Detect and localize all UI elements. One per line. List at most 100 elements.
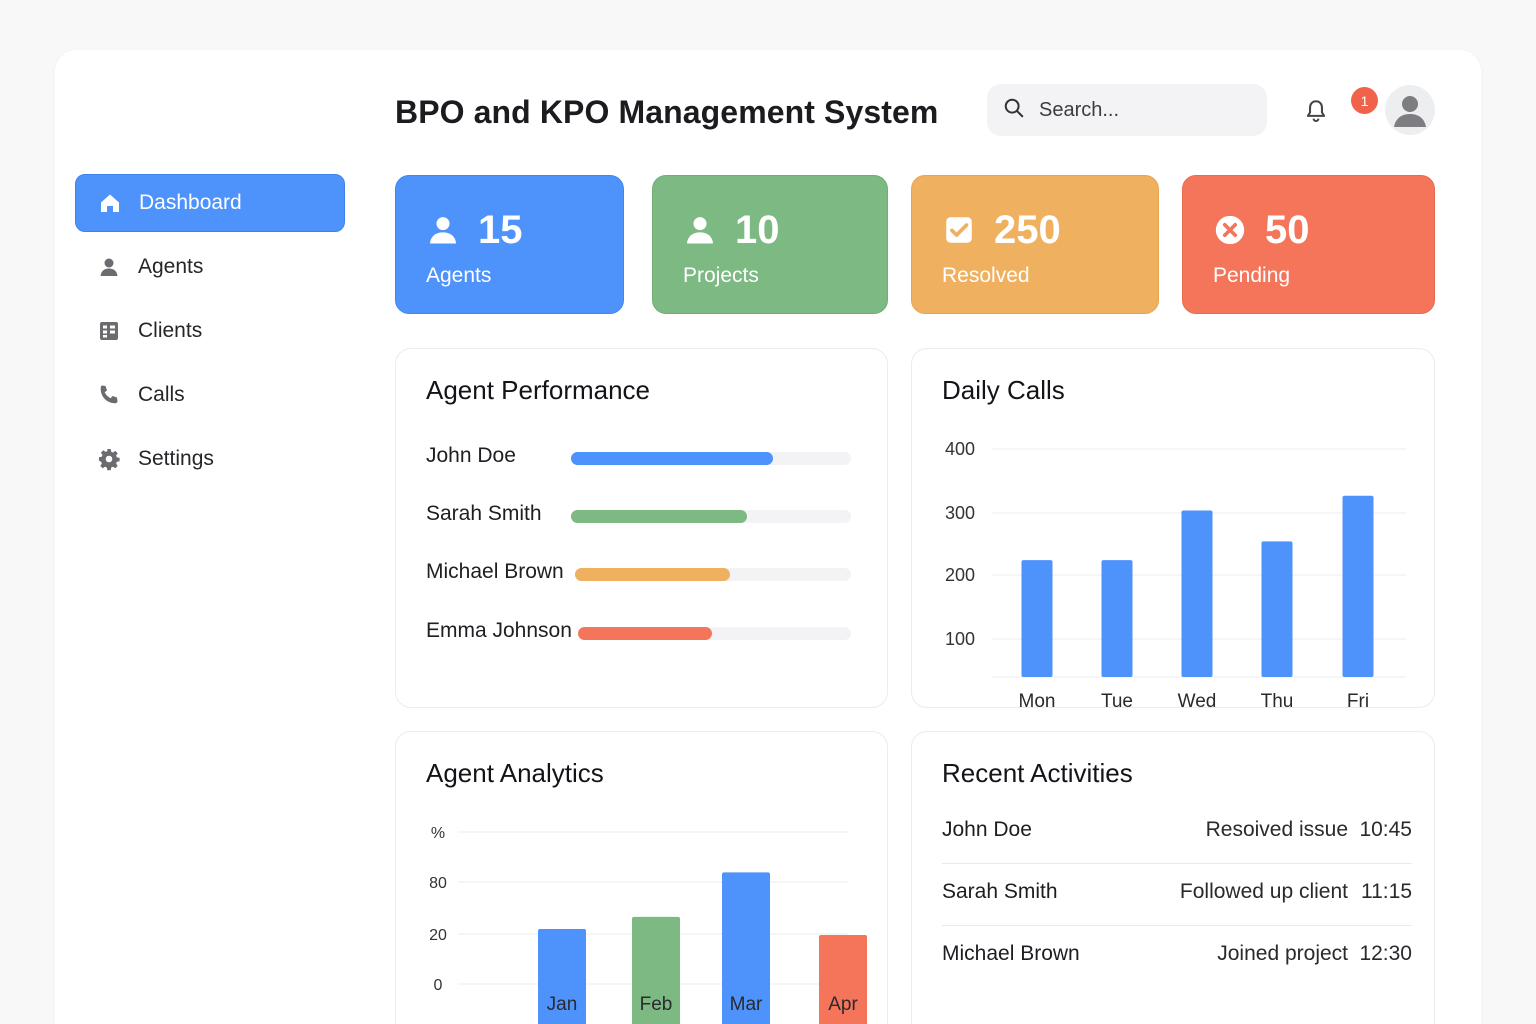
bar[interactable]: [1261, 541, 1293, 677]
sidebar-item-label: Calls: [138, 383, 185, 406]
user-icon: [683, 213, 717, 247]
agent-analytics-chart: 0 20 80% Jan Feb Mar Apr: [429, 825, 867, 1024]
agent-name: Michael Brown: [426, 560, 564, 583]
y-tick-label: 0: [434, 977, 443, 994]
x-tick-label: Thu: [1261, 691, 1294, 709]
app-window: BPO and KPO Management System 1 Dashboar…: [55, 50, 1481, 1024]
bar[interactable]: [819, 935, 867, 1024]
building-icon: [97, 319, 121, 343]
y-tick-label: 100: [945, 629, 975, 649]
stat-card-resolved[interactable]: 250 Resolved: [911, 175, 1159, 314]
activity-action: Resoived issue: [1205, 818, 1348, 841]
x-tick-label: Apr: [828, 994, 858, 1015]
search-icon: [1003, 97, 1025, 124]
activity-time: 12:30: [1359, 942, 1412, 965]
bar[interactable]: [1181, 510, 1213, 677]
progress-fill: [571, 452, 773, 465]
panel-title: Daily Calls: [942, 375, 1065, 405]
panel-title: Recent Activities: [942, 758, 1133, 788]
x-tick-label: Mar: [730, 994, 763, 1015]
activity-time: 11:15: [1361, 880, 1412, 903]
activity-agent: Michael Brown: [942, 942, 1080, 965]
agent-performance-panel: Agent Performance John Doe Sarah Smith M…: [395, 348, 888, 708]
panel-title: Agent Performance: [426, 375, 651, 405]
stat-label: Resolved: [942, 264, 1030, 287]
notification-badge: 1: [1351, 87, 1378, 114]
sidebar-item-calls[interactable]: Calls: [75, 366, 345, 424]
x-circle-icon: [1213, 213, 1247, 247]
page-title: BPO and KPO Management System: [395, 94, 939, 130]
search-input[interactable]: [1039, 98, 1239, 122]
home-icon: [98, 191, 122, 215]
daily-calls-chart: 100 200 300 400 Mon Tue Wed Thu Fri: [945, 439, 1406, 709]
agent-analytics-panel: Agent Analytics 0 20 80% Jan Feb Mar Apr: [395, 731, 888, 1024]
panel-title: Agent Analytics: [426, 758, 604, 788]
activity-row[interactable]: Michael Brown Joined project 12:30: [942, 926, 1412, 988]
activity-action: Followed up client: [1179, 880, 1348, 903]
sidebar-item-clients[interactable]: Clients: [75, 302, 345, 360]
sidebar-item-label: Dashboard: [139, 191, 242, 214]
performance-row: Sarah Smith: [426, 502, 856, 532]
stat-value: 10: [735, 207, 780, 252]
performance-row: John Doe: [426, 444, 856, 474]
stat-card-agents[interactable]: 15 Agents: [395, 175, 624, 314]
phone-icon: [97, 383, 121, 407]
progress-fill: [571, 510, 748, 523]
stat-value: 250: [994, 207, 1061, 252]
stat-card-projects[interactable]: 10 Projects: [652, 175, 888, 314]
check-box-icon: [942, 213, 976, 247]
x-tick-label: Jan: [547, 994, 578, 1015]
agent-name: John Doe: [426, 444, 516, 467]
sidebar-item-label: Agents: [138, 255, 204, 278]
y-tick-label: 400: [945, 439, 975, 459]
progress-fill: [578, 627, 712, 640]
x-tick-label: Fri: [1347, 691, 1369, 709]
stat-label: Pending: [1213, 264, 1291, 287]
progress-track: [571, 510, 851, 523]
progress-track: [578, 627, 851, 640]
bar[interactable]: [538, 928, 586, 1024]
recent-activities-panel: Recent Activities John Doe Resoived issu…: [911, 731, 1435, 1024]
activity-agent: John Doe: [942, 818, 1032, 841]
progress-track: [575, 568, 851, 581]
y-tick-label: 20: [429, 927, 447, 944]
stat-value: 50: [1265, 207, 1310, 252]
y-tick-label: %: [431, 825, 445, 842]
avatar[interactable]: [1385, 85, 1435, 135]
x-tick-label: Mon: [1019, 691, 1056, 709]
progress-track: [571, 452, 851, 465]
sidebar-item-agents[interactable]: Agents: [75, 238, 345, 296]
x-tick-label: Wed: [1178, 691, 1217, 709]
stat-value: 15: [478, 207, 523, 252]
user-icon: [426, 213, 460, 247]
activity-action: Joined project: [1217, 942, 1348, 965]
sidebar-item-settings[interactable]: Settings: [75, 430, 345, 488]
bar[interactable]: [1342, 495, 1374, 677]
bar[interactable]: [1021, 560, 1053, 677]
y-tick-label: 300: [945, 503, 975, 523]
bar[interactable]: [1101, 560, 1133, 677]
y-tick-label: 200: [945, 565, 975, 585]
y-tick-label: 80: [429, 875, 447, 892]
progress-fill: [575, 568, 730, 581]
x-tick-label: Feb: [640, 994, 673, 1015]
bar[interactable]: [722, 872, 770, 1024]
performance-row: Emma Johnson: [426, 619, 856, 649]
gear-icon: [97, 447, 121, 471]
activity-time: 10:45: [1359, 818, 1412, 841]
bar[interactable]: [632, 916, 680, 1024]
stat-label: Agents: [426, 264, 492, 287]
activity-row[interactable]: John Doe Resoived issue 10:45: [942, 802, 1412, 864]
user-icon: [97, 255, 121, 279]
x-tick-label: Tue: [1101, 691, 1133, 709]
bell-icon[interactable]: [1303, 98, 1329, 124]
sidebar-item-dashboard[interactable]: Dashboard: [75, 174, 345, 232]
stat-card-pending[interactable]: 50 Pending: [1182, 175, 1435, 314]
sidebar: Dashboard Agents Clients Calls Settings: [75, 174, 345, 494]
sidebar-item-label: Settings: [138, 447, 214, 470]
agent-name: Emma Johnson: [426, 619, 572, 642]
stat-label: Projects: [683, 264, 759, 287]
daily-calls-panel: Daily Calls 100 200 300 400 Mon Tue Wed Thu Fri: [911, 348, 1435, 709]
activity-row[interactable]: Sarah Smith Followed up client 11:15: [942, 864, 1412, 926]
search-box[interactable]: [987, 84, 1267, 136]
